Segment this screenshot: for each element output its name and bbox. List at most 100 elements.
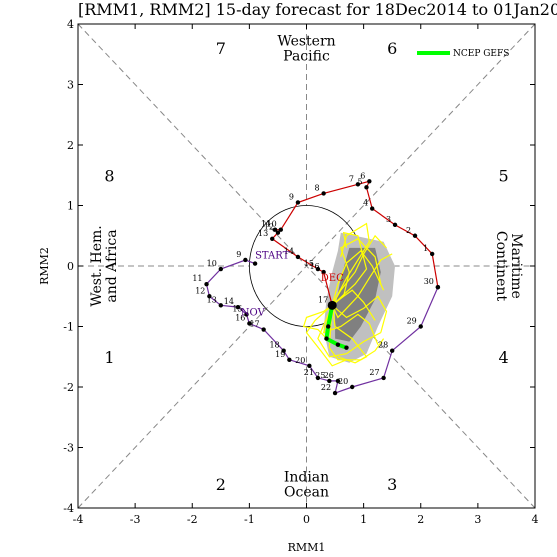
chart-title: [RMM1, RMM2] 15-day forecast for 18Dec20…	[78, 0, 557, 19]
y-tick-label: -3	[63, 442, 74, 455]
day-label: 9	[236, 250, 241, 259]
track-point	[270, 236, 275, 241]
track-point	[418, 324, 423, 329]
x-axis-label: RMM1	[288, 541, 326, 554]
day-label: 12	[264, 223, 274, 232]
track-point	[278, 227, 283, 232]
track-point	[315, 375, 321, 381]
phase-number: 8	[104, 166, 114, 185]
day-label: 9	[289, 192, 294, 201]
track-point	[218, 266, 224, 272]
day-label: 14	[284, 247, 294, 256]
day-label: 26	[324, 371, 334, 380]
region-label-line: Ocean	[284, 484, 329, 500]
track-point	[392, 222, 398, 228]
track-point	[350, 384, 355, 390]
observed-track-line	[205, 259, 439, 395]
phase-number: 1	[104, 348, 114, 367]
region-label-line: Pacific	[283, 49, 330, 65]
day-label: 29	[407, 317, 417, 326]
day-label: 17	[318, 295, 328, 304]
track-point	[207, 294, 212, 299]
x-tick-label: 1	[360, 513, 367, 526]
ensemble-member-line	[302, 304, 333, 343]
phase-number: 3	[387, 475, 397, 494]
region-label-line: West. Hem.	[89, 225, 105, 306]
region-label-line: Western	[277, 34, 335, 50]
track-point	[326, 324, 331, 329]
day-label: 28	[378, 341, 388, 350]
ensemble-member-line	[305, 304, 347, 367]
track-point	[332, 390, 338, 396]
track-point	[324, 336, 329, 341]
x-tick-label: 0	[303, 513, 310, 526]
track-point	[281, 348, 286, 353]
day-label: 22	[321, 383, 331, 392]
y-tick-label: 1	[67, 200, 74, 213]
track-point	[369, 206, 375, 211]
ensemble-member-line	[317, 305, 382, 358]
day-label: 1	[423, 244, 428, 253]
track-point	[389, 348, 395, 353]
ensemble-spread-inner	[335, 247, 381, 342]
ensemble-member-line	[331, 234, 387, 306]
track-point	[295, 254, 301, 260]
track-point	[315, 266, 321, 272]
x-tick-label: -1	[244, 513, 255, 526]
x-tick-label: 4	[532, 513, 539, 526]
annotation-label: START	[255, 251, 290, 262]
day-label: 13	[207, 295, 217, 304]
track-point	[272, 227, 278, 232]
track-point	[243, 257, 248, 263]
day-label: 12	[195, 286, 205, 295]
y-tick-label: -1	[63, 321, 74, 334]
ensemble-member-line	[331, 250, 385, 306]
y-tick-label: 2	[67, 139, 74, 152]
track-point	[244, 312, 249, 317]
day-label: 19	[275, 350, 285, 359]
annotation-label: DEC	[321, 273, 344, 284]
day-label: 14	[224, 297, 234, 306]
legend-label: NCEP GEFS	[453, 49, 509, 59]
track-point	[218, 303, 224, 308]
day-label: 13	[258, 229, 268, 238]
phase-number: 5	[498, 166, 508, 185]
day-label: 20	[295, 356, 305, 365]
track-point	[327, 378, 332, 384]
track-point	[364, 185, 369, 190]
ensemble-member-line	[331, 231, 368, 306]
ensemble-member-line	[322, 305, 379, 345]
track-point	[335, 378, 341, 384]
track-point	[381, 375, 386, 381]
region-label-line: and Africa	[104, 229, 120, 302]
y-tick-label: 3	[67, 79, 74, 92]
track-point	[287, 357, 292, 362]
track-point	[321, 191, 326, 196]
day-label: 27	[369, 368, 379, 377]
track-point	[295, 200, 301, 205]
day-label: 6	[360, 171, 365, 180]
region-label-line: Maritime	[508, 233, 524, 299]
day-label: 11	[192, 274, 202, 283]
day-label: 25	[315, 371, 325, 380]
day-label: 8	[315, 183, 320, 192]
track-point	[367, 179, 372, 184]
track-point	[321, 269, 326, 275]
track-point	[307, 363, 312, 369]
day-label: 11	[261, 220, 271, 229]
forecast-start-point	[327, 300, 337, 310]
day-label: 30	[424, 277, 434, 286]
y-tick-label: 0	[67, 260, 74, 273]
track-point	[412, 233, 418, 238]
ensemble-member-line	[331, 222, 370, 306]
day-label: 15	[232, 304, 242, 313]
day-label: 4	[363, 199, 368, 208]
day-label: 10	[207, 259, 217, 268]
phase-number: 4	[498, 348, 508, 367]
track-point	[247, 321, 252, 326]
observed-track-line	[271, 180, 439, 306]
track-point	[335, 342, 341, 347]
